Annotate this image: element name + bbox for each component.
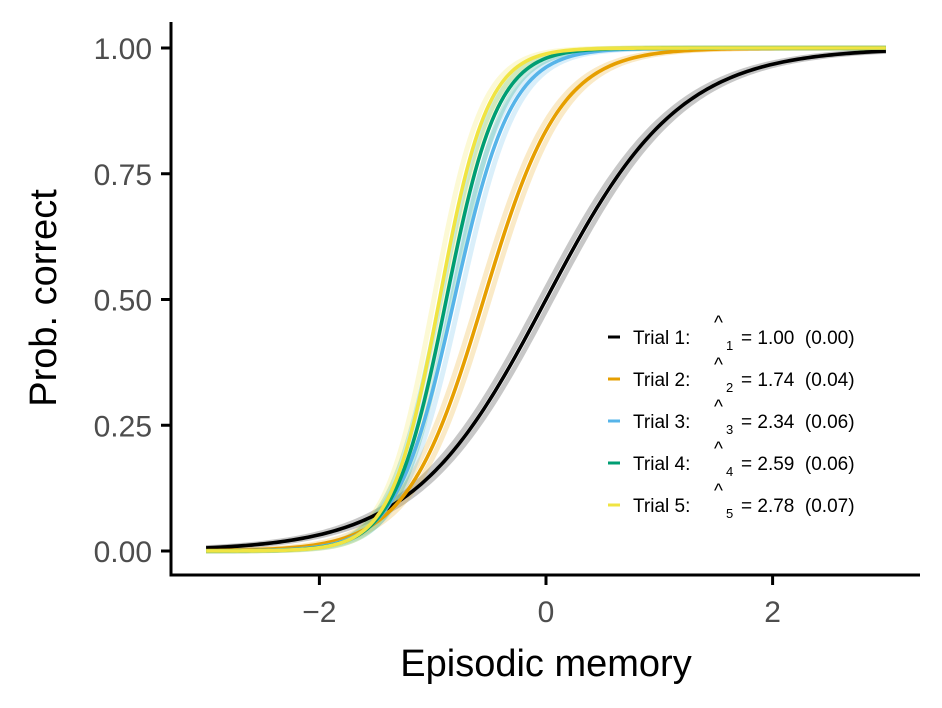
legend-subscript-2: 2	[726, 380, 733, 395]
y-tick-label: 1.00	[94, 33, 152, 66]
y-axis-title: Prob. correct	[23, 189, 65, 407]
legend-label-2: Trial 2:	[633, 370, 690, 391]
legend-value-5: = 2.78 (0.07)	[741, 496, 855, 517]
legend-value-3: = 2.34 (0.06)	[741, 412, 855, 433]
legend-hat-1: ^	[714, 313, 723, 334]
legend-value-2: = 1.74 (0.04)	[741, 370, 855, 391]
x-ticks: −2 0 2	[302, 575, 781, 629]
legend-label-3: Trial 3:	[633, 412, 690, 433]
legend-value-1: = 1.00 (0.00)	[741, 328, 855, 349]
legend-subscript-4: 4	[726, 464, 733, 479]
y-tick-label: 0.50	[94, 285, 152, 318]
legend-label-1: Trial 1:	[633, 328, 690, 349]
legend-subscript-1: 1	[726, 338, 733, 353]
y-tick-label: 0.00	[94, 536, 152, 569]
series-curves	[206, 46, 886, 553]
y-ticks: 0.00 0.25 0.50 0.75 1.00	[94, 33, 171, 569]
y-tick-label: 0.75	[94, 159, 152, 192]
legend-hat-2: ^	[714, 355, 723, 376]
legend-subscript-5: 5	[726, 506, 733, 521]
legend-hat-4: ^	[714, 439, 723, 460]
legend: Trial 1:^1 = 1.00 (0.00)Trial 2:^2 = 1.74 …	[608, 313, 855, 521]
x-tick-label: 2	[764, 596, 781, 629]
y-tick-label: 0.25	[94, 410, 152, 443]
legend-value-4: = 2.59 (0.06)	[741, 454, 855, 475]
x-tick-label: 0	[538, 596, 555, 629]
x-axis-title: Episodic memory	[400, 643, 691, 685]
x-tick-label: −2	[302, 596, 336, 629]
legend-hat-5: ^	[714, 481, 723, 502]
series-5-line	[206, 46, 886, 553]
legend-label-5: Trial 5:	[633, 496, 690, 517]
legend-hat-3: ^	[714, 397, 723, 418]
legend-label-4: Trial 4:	[633, 454, 690, 475]
legend-subscript-3: 3	[726, 422, 733, 437]
series-1-line	[206, 49, 886, 550]
